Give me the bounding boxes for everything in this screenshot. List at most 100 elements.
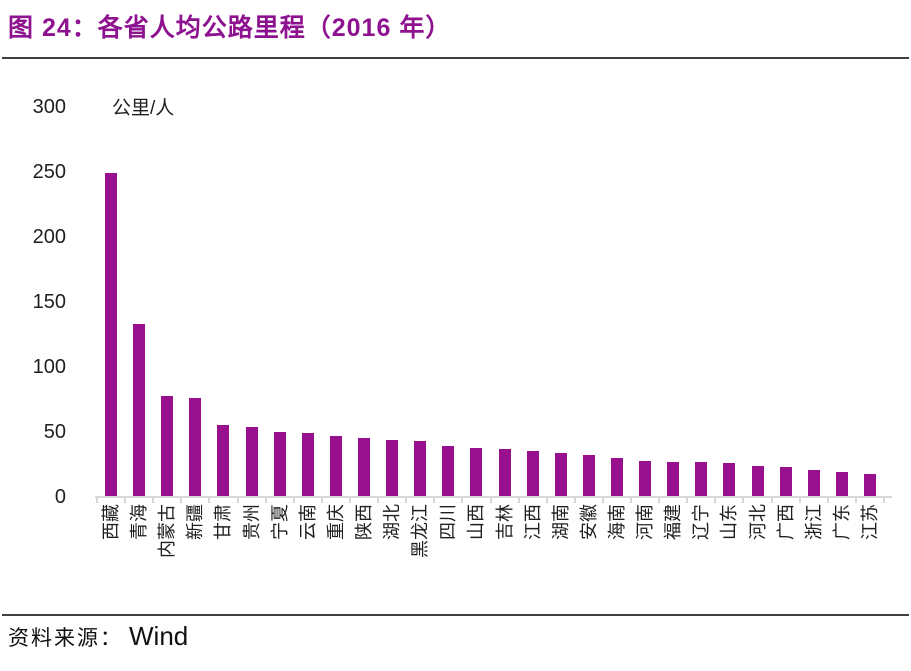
- bar-slot: 陕西: [350, 107, 378, 540]
- bar: [779, 467, 792, 497]
- x-axis-label: 山西: [466, 504, 487, 540]
- bar: [723, 463, 736, 497]
- bar-slot: 内蒙古: [153, 107, 181, 558]
- bar-slot: 西藏: [97, 107, 125, 540]
- y-tick-label: 100: [32, 356, 66, 378]
- x-axis-label: 陕西: [354, 504, 374, 540]
- axis-tick: [854, 498, 857, 503]
- axis-tick: [180, 498, 183, 503]
- chart-area: 公里/人 0 50 100 150 200 250 300 西藏 青海 内蒙古 新疆 甘肃 贵州 宁夏云…: [0, 59, 911, 614]
- axis-tick: [742, 498, 745, 503]
- bar: [863, 474, 876, 497]
- axis-tick: [883, 498, 885, 503]
- x-axis-label: 内蒙古: [157, 504, 178, 558]
- x-axis-label: 重庆: [325, 504, 346, 540]
- x-axis-label: 浙江: [803, 504, 824, 540]
- x-axis-label: 黑龙江: [410, 504, 431, 558]
- bar: [667, 462, 680, 497]
- x-axis-label: 湖北: [382, 504, 403, 540]
- bar: [442, 446, 455, 497]
- bar-slot: 山东: [715, 107, 743, 540]
- axis-tick: [96, 498, 98, 503]
- axis-tick: [630, 498, 633, 503]
- bar-slot: 辽宁: [687, 107, 715, 540]
- bar: [133, 324, 146, 497]
- x-axis-label: 江西: [522, 504, 543, 540]
- bar-slot: 新疆: [181, 107, 209, 540]
- axis-tick: [658, 498, 661, 503]
- bar-slot: 山西: [462, 107, 490, 540]
- axis-tick: [348, 498, 351, 503]
- bar: [751, 466, 764, 497]
- axis-tick: [461, 498, 464, 503]
- bar-slot: 江西: [519, 107, 547, 540]
- bar: [189, 398, 202, 497]
- y-tick-label: 0: [54, 486, 66, 508]
- bar-slot: 福建: [659, 107, 687, 540]
- y-tick-label: 200: [32, 226, 66, 248]
- bar-slot: 湖北: [378, 107, 406, 540]
- axis-tick: [770, 498, 773, 503]
- axis-tick: [292, 498, 295, 503]
- y-tick-label: 250: [32, 161, 66, 183]
- bar-slot: 贵州: [238, 107, 266, 540]
- x-axis-label: 宁夏: [269, 504, 290, 540]
- bar-slot: 安徽: [575, 107, 603, 540]
- axis-tick: [320, 498, 323, 503]
- bar: [301, 433, 314, 497]
- bar-slot: 河北: [743, 107, 771, 540]
- bar: [273, 432, 286, 497]
- x-axis-label: 广西: [775, 504, 796, 540]
- x-axis-label: 河南: [635, 504, 656, 540]
- bar-slot: 青海: [125, 107, 153, 540]
- bar: [610, 458, 623, 497]
- axis-tick: [264, 498, 267, 503]
- page-title: 图 24：各省人均公路里程（2016 年）: [8, 14, 452, 42]
- x-axis-label: 云南: [297, 504, 318, 540]
- x-axis-label: 辽宁: [691, 504, 712, 540]
- bar-slot: 重庆: [322, 107, 350, 540]
- axis-tick: [236, 498, 239, 503]
- bar: [695, 462, 708, 497]
- bar-slot: 黑龙江: [406, 107, 434, 558]
- x-axis-label: 河北: [747, 504, 768, 540]
- bar: [807, 470, 820, 497]
- y-axis-unit-label: 公里/人: [112, 98, 175, 119]
- axis-tick: [152, 498, 155, 503]
- axis-tick: [377, 498, 380, 503]
- x-axis-label: 山东: [719, 504, 740, 540]
- axis-tick: [517, 498, 520, 503]
- axis-tick: [714, 498, 717, 503]
- x-axis-label: 贵州: [241, 504, 262, 540]
- bar: [835, 472, 848, 497]
- bar: [498, 449, 511, 497]
- bar: [582, 455, 595, 497]
- axis-tick: [798, 498, 801, 503]
- source-row: 资料来源： Wind: [8, 621, 188, 652]
- x-axis-label: 甘肃: [213, 504, 234, 540]
- bar-slot: 广东: [828, 107, 856, 540]
- x-axis-label: 福建: [663, 504, 684, 540]
- plot-area: 西藏 青海 内蒙古 新疆 甘肃 贵州 宁夏 云南 重庆 陕西 湖北 黑龙江 四川 山西 吉林 江西 湖南 安徽 海南…: [97, 107, 884, 558]
- bar-slot: 甘肃: [209, 107, 237, 540]
- y-tick-label: 50: [43, 421, 66, 443]
- x-axis-label: 海南: [606, 504, 627, 540]
- x-axis-line: [95, 496, 892, 498]
- bar: [526, 451, 539, 497]
- axis-tick: [405, 498, 408, 503]
- bar-slot: 湖南: [547, 107, 575, 540]
- axis-tick: [208, 498, 211, 503]
- axis-tick: [826, 498, 829, 503]
- bar: [470, 448, 483, 497]
- x-axis-label: 西藏: [101, 504, 122, 540]
- bar: [639, 461, 652, 497]
- y-tick-label: 150: [32, 291, 66, 313]
- bar-slot: 云南: [294, 107, 322, 540]
- bar-slot: 江苏: [856, 107, 884, 540]
- bar-slot: 宁夏: [266, 107, 294, 540]
- bar: [414, 441, 427, 497]
- bar-slot: 四川: [434, 107, 462, 540]
- bar: [554, 453, 567, 497]
- axis-tick: [433, 498, 436, 503]
